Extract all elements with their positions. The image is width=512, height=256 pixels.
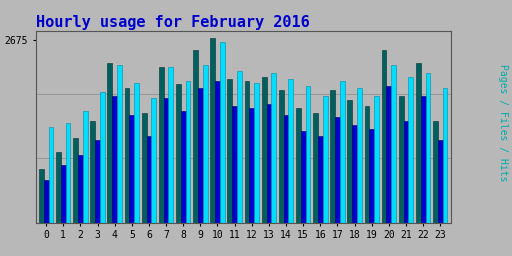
Bar [421, 96, 425, 223]
Bar [232, 105, 237, 223]
Bar [108, 63, 112, 223]
Bar [181, 111, 186, 223]
Bar [387, 87, 391, 223]
Bar [416, 63, 421, 223]
Bar [438, 140, 443, 223]
Bar [288, 79, 293, 223]
Bar [39, 169, 44, 223]
Bar [271, 73, 276, 223]
Bar [83, 111, 88, 223]
Bar [374, 96, 379, 223]
Bar [117, 65, 122, 223]
Bar [323, 96, 328, 223]
Bar [399, 96, 403, 223]
Bar [193, 50, 198, 223]
Bar [237, 71, 242, 223]
Bar [124, 88, 130, 223]
Bar [146, 136, 152, 223]
Bar [296, 108, 301, 223]
Bar [301, 131, 306, 223]
Bar [365, 105, 369, 223]
Bar [56, 152, 61, 223]
Text: Pages / Files / Hits: Pages / Files / Hits [498, 64, 508, 182]
Bar [100, 92, 105, 223]
Bar [186, 81, 190, 223]
Bar [73, 138, 78, 223]
Bar [313, 113, 318, 223]
Bar [254, 82, 259, 223]
Bar [227, 79, 232, 223]
Text: Hourly usage for February 2016: Hourly usage for February 2016 [36, 15, 310, 29]
Bar [90, 121, 95, 223]
Bar [152, 98, 156, 223]
Bar [164, 98, 168, 223]
Bar [403, 121, 409, 223]
Bar [249, 108, 254, 223]
Bar [318, 136, 323, 223]
Bar [391, 65, 396, 223]
Bar [66, 123, 71, 223]
Bar [381, 50, 387, 223]
Bar [220, 42, 225, 223]
Bar [61, 165, 66, 223]
Bar [44, 180, 49, 223]
Bar [262, 77, 267, 223]
Bar [215, 81, 220, 223]
Bar [78, 155, 83, 223]
Bar [168, 67, 173, 223]
Bar [335, 117, 340, 223]
Bar [340, 81, 345, 223]
Bar [433, 121, 438, 223]
Bar [284, 115, 288, 223]
Bar [306, 87, 310, 223]
Bar [369, 129, 374, 223]
Bar [409, 77, 413, 223]
Bar [279, 90, 284, 223]
Bar [267, 104, 271, 223]
Bar [203, 65, 207, 223]
Bar [330, 90, 335, 223]
Bar [443, 88, 447, 223]
Bar [142, 113, 146, 223]
Bar [348, 100, 352, 223]
Bar [134, 82, 139, 223]
Bar [357, 88, 362, 223]
Bar [210, 38, 215, 223]
Bar [352, 125, 357, 223]
Bar [159, 67, 164, 223]
Bar [112, 96, 117, 223]
Bar [130, 115, 134, 223]
Bar [425, 73, 431, 223]
Bar [245, 81, 249, 223]
Bar [49, 127, 53, 223]
Bar [198, 88, 203, 223]
Bar [176, 84, 181, 223]
Bar [95, 140, 100, 223]
